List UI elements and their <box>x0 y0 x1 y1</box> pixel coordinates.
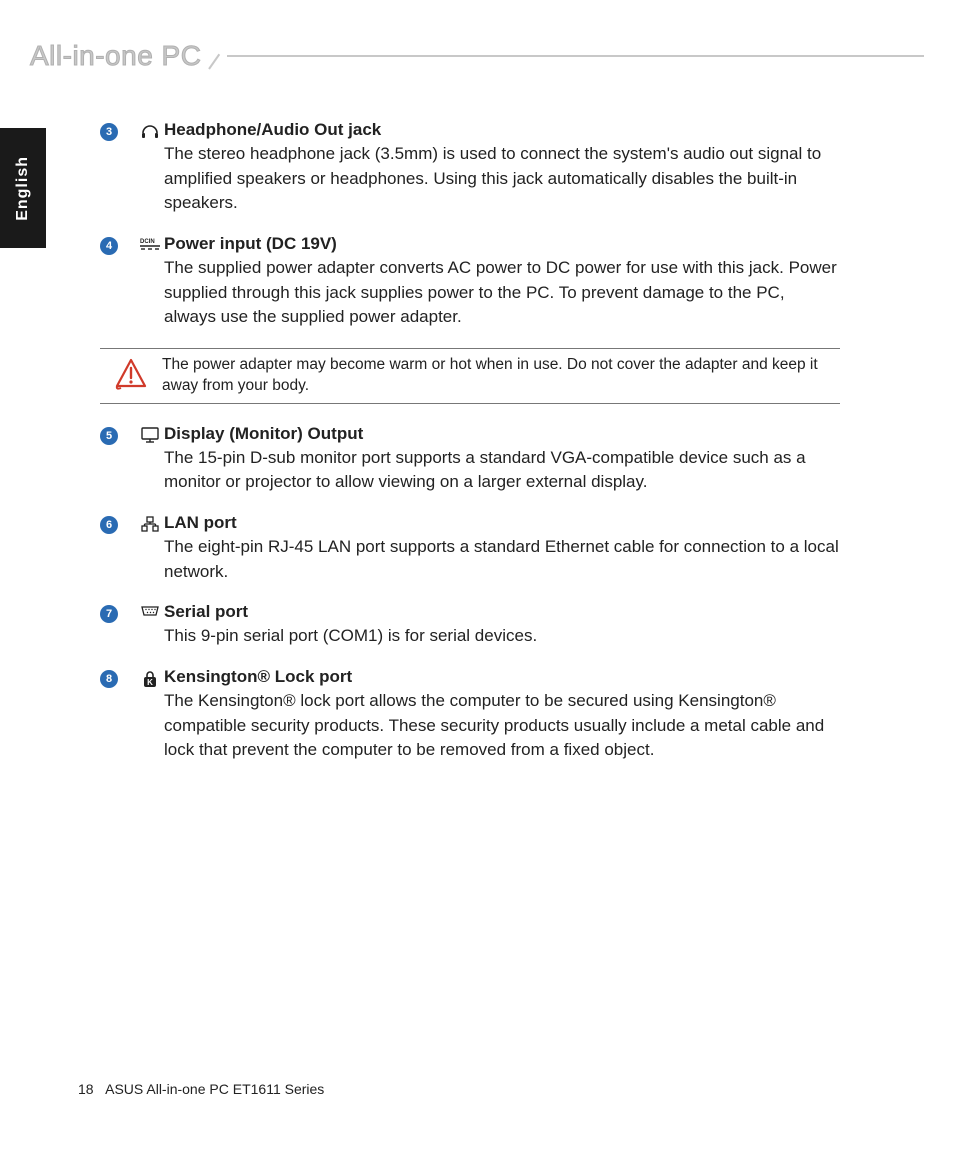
header-rule-slash <box>209 54 221 70</box>
item-badge: 5 <box>100 427 118 445</box>
page-number: 18 <box>78 1081 102 1097</box>
port-item: 7 Serial port This 9-pin serial port (CO… <box>100 602 840 649</box>
item-desc: The Kensington® lock port allows the com… <box>164 689 840 763</box>
page-header: All-in-one PC <box>30 40 924 72</box>
warning-icon <box>100 355 162 391</box>
header-rule <box>227 55 924 57</box>
svg-text:DCIN: DCIN <box>140 239 155 245</box>
item-badge: 4 <box>100 237 118 255</box>
item-desc: The supplied power adapter converts AC p… <box>164 256 840 330</box>
headphone-icon <box>136 120 164 216</box>
port-item: 8 K Kensington® Lock port The Kensington… <box>100 667 840 763</box>
footer-text: ASUS All-in-one PC ET1611 Series <box>105 1081 324 1097</box>
svg-text:K: K <box>147 678 153 687</box>
item-badge: 6 <box>100 516 118 534</box>
item-title: Power input (DC 19V) <box>164 234 840 254</box>
item-desc: The stereo headphone jack (3.5mm) is use… <box>164 142 840 216</box>
monitor-icon <box>136 424 164 495</box>
port-item: 3 Headphone/Audio Out jack The stereo he… <box>100 120 840 216</box>
item-badge: 7 <box>100 605 118 623</box>
warning-text: The power adapter may become warm or hot… <box>162 355 840 397</box>
manual-page: All-in-one PC English 3 Headphone/Audio … <box>0 0 954 1155</box>
content-area: 3 Headphone/Audio Out jack The stereo he… <box>100 120 840 781</box>
serial-icon <box>136 602 164 649</box>
item-title: Headphone/Audio Out jack <box>164 120 840 140</box>
warning-box: The power adapter may become warm or hot… <box>100 348 840 404</box>
item-title: Serial port <box>164 602 840 622</box>
language-label: English <box>14 156 32 221</box>
item-title: LAN port <box>164 513 840 533</box>
item-badge: 3 <box>100 123 118 141</box>
language-tab: English <box>0 128 46 248</box>
item-title: Kensington® Lock port <box>164 667 840 687</box>
port-item: 6 LAN port The eight-pin RJ-45 LAN port … <box>100 513 840 584</box>
lan-icon <box>136 513 164 584</box>
header-title: All-in-one PC <box>30 40 209 72</box>
item-desc: The eight-pin RJ-45 LAN port supports a … <box>164 535 840 584</box>
port-item: 4 DCIN Power input (DC 19V) The supplied… <box>100 234 840 330</box>
port-item: 5 Display (Monitor) Output The 15-pin D-… <box>100 424 840 495</box>
lock-icon: K <box>136 667 164 763</box>
item-badge: 8 <box>100 670 118 688</box>
dcin-icon: DCIN <box>136 234 164 330</box>
item-desc: The 15-pin D-sub monitor port supports a… <box>164 446 840 495</box>
item-title: Display (Monitor) Output <box>164 424 840 444</box>
page-footer: 18 ASUS All-in-one PC ET1611 Series <box>78 1081 324 1097</box>
item-desc: This 9-pin serial port (COM1) is for ser… <box>164 624 840 649</box>
